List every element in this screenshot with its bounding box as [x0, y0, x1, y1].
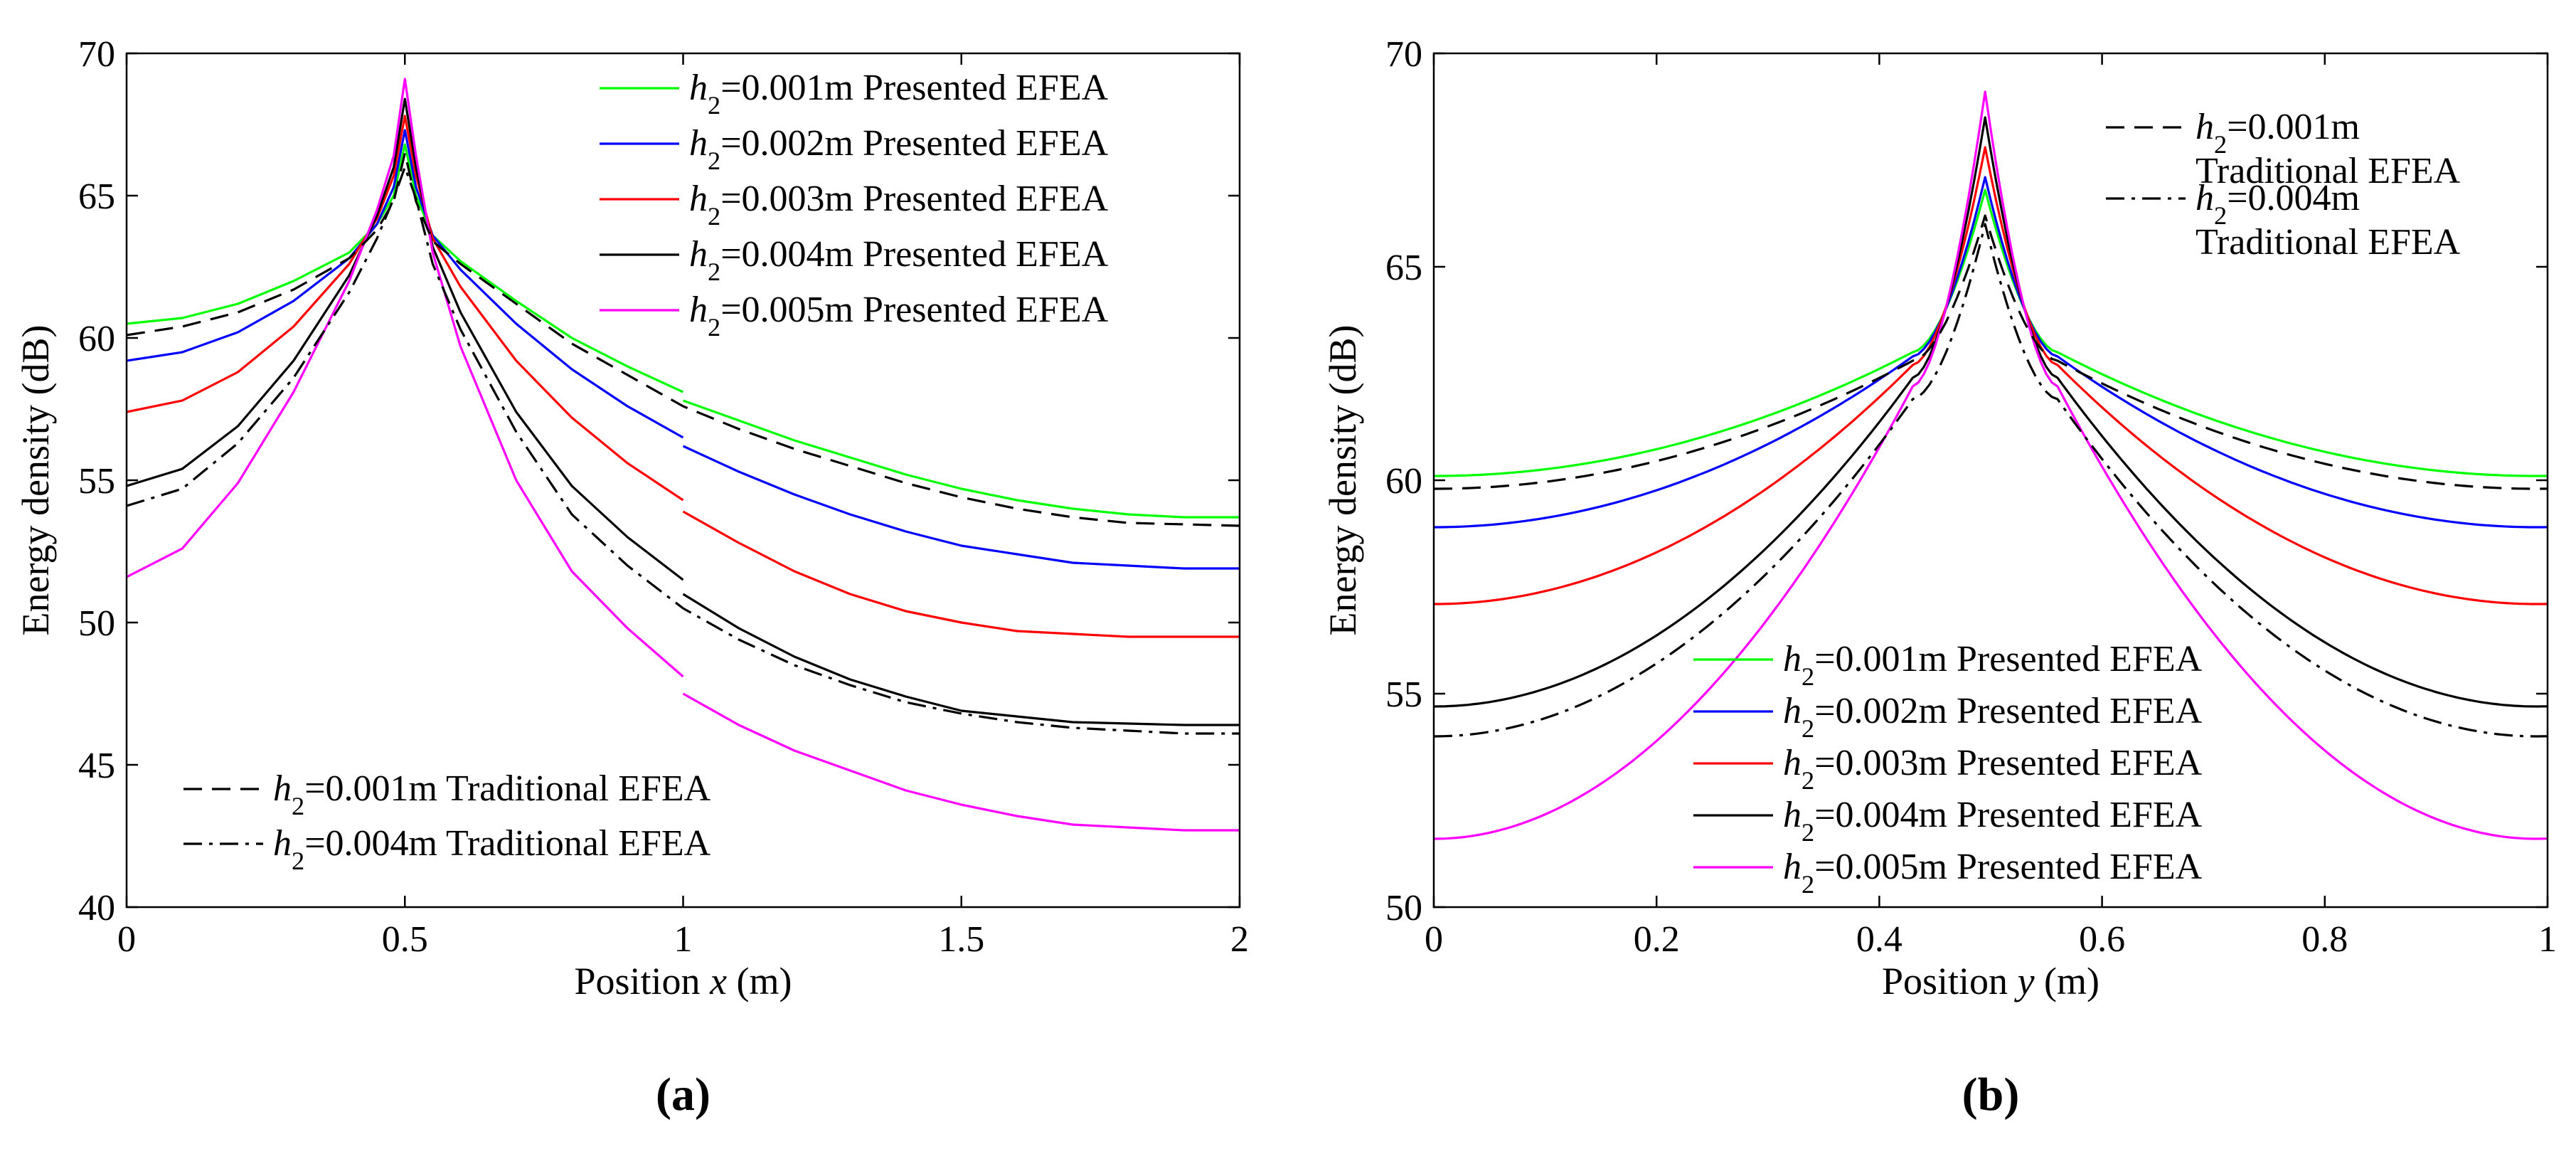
- y-axis-label: Energy density (dB): [14, 325, 57, 636]
- y-tick-label: 60: [78, 319, 115, 359]
- x-axis-label: Position x (m): [575, 960, 792, 1002]
- panel-label: (b): [1962, 1069, 2020, 1121]
- series-line-a-h1-pres-seg0: [127, 143, 684, 393]
- series-line-b-h1-pres: [1434, 189, 2548, 477]
- legend-label-b-h2-pres: h2=0.002m Presented EFEA: [1783, 691, 2203, 743]
- series-line-a-h5-pres-seg1: [682, 692, 1240, 832]
- panel-label: (a): [656, 1069, 710, 1121]
- y-tick-label: 60: [1385, 461, 1422, 502]
- series-line-a-h4-pres-seg1: [682, 593, 1240, 726]
- legend-label-a-h3-pres: h2=0.003m Presented EFEA: [689, 179, 1109, 231]
- legend-label2-b-h1-trad: Traditional EFEA: [2196, 151, 2461, 191]
- x-tick-label: 1: [674, 919, 693, 960]
- y-tick-label: 70: [1385, 34, 1422, 75]
- panel-b: 0 0.2 0.4 0.6 0.8 1 50 55 60 65 70 Position y (m) En…: [1321, 34, 2557, 1121]
- series-group: [127, 78, 1240, 832]
- y-tick-label: 40: [78, 888, 115, 928]
- legend-label2-b-h4-trad: Traditional EFEA: [2196, 222, 2461, 263]
- x-tick-label: 0.8: [2301, 919, 2348, 960]
- series-line-a-h1-pres-seg1: [682, 399, 1240, 519]
- series-line-a-h5-pres-seg0: [127, 78, 684, 678]
- y-tick-label: 50: [1385, 888, 1422, 928]
- series-line-a-h4-pres-seg0: [127, 97, 684, 581]
- y-tick-label: 50: [78, 603, 115, 644]
- x-tick-label: 0.2: [1634, 919, 1680, 960]
- series-line-b-h4-pres: [1434, 116, 2548, 708]
- series-line-b-h4-trad: [1434, 223, 2548, 738]
- legend-label-a-h5-pres: h2=0.005m Presented EFEA: [689, 290, 1109, 342]
- y-axis-label: Energy density (dB): [1321, 325, 1364, 636]
- legend-label-b-h4-pres: h2=0.004m Presented EFEA: [1783, 795, 2203, 847]
- x-axis-label: Position y (m): [1882, 960, 2099, 1002]
- series-line-a-h4-trad: [127, 166, 1240, 735]
- legend-label-a-h4-trad: h2=0.004m Traditional EFEA: [273, 823, 711, 875]
- series-line-a-h2-pres-seg0: [127, 129, 684, 439]
- series-line-a-h3-pres-seg1: [682, 510, 1240, 638]
- legend-label-a-h1-pres: h2=0.001m Presented EFEA: [689, 68, 1109, 120]
- y-tick-label: 55: [78, 461, 115, 502]
- x-tick-label: 0: [1425, 919, 1443, 960]
- panel-a: 0 0.5 1 1.5 2 40 45 50 55 60 65 70 Position x (m) Ene…: [14, 34, 1249, 1121]
- series-line-a-h1-trad: [127, 152, 1240, 527]
- series-line-b-h3-pres: [1434, 146, 2548, 605]
- series-line-a-h3-pres-seg0: [127, 115, 684, 502]
- series-line-b-h2-pres: [1434, 176, 2548, 529]
- x-tick-label: 1: [2538, 919, 2557, 960]
- x-tick-label: 0.5: [382, 919, 428, 960]
- legend-label-a-h1-trad: h2=0.001m Traditional EFEA: [273, 768, 711, 820]
- legend-label-b-h3-pres: h2=0.003m Presented EFEA: [1783, 743, 2203, 795]
- x-tick-label: 0: [117, 919, 136, 960]
- series-line-b-h1-trad: [1434, 214, 2548, 490]
- y-tick-label: 65: [78, 176, 115, 217]
- series-line-b-h5-pres: [1434, 90, 2548, 840]
- legend-label-b-h4-trad: h2=0.004m: [2196, 178, 2360, 230]
- series-group: [1434, 90, 2548, 840]
- legend-label-b-h1-pres: h2=0.001m Presented EFEA: [1783, 639, 2203, 691]
- y-tick-label: 70: [78, 34, 115, 75]
- x-tick-label: 2: [1230, 919, 1249, 960]
- series-line-a-h2-pres-seg1: [682, 445, 1240, 570]
- y-tick-label: 65: [1385, 248, 1422, 288]
- x-tick-label: 0.4: [1856, 919, 1902, 960]
- legend-label-a-h2-pres: h2=0.002m Presented EFEA: [689, 123, 1109, 175]
- x-tick-label: 0.6: [2079, 919, 2125, 960]
- legend-label-a-h4-pres: h2=0.004m Presented EFEA: [689, 234, 1109, 286]
- legend-label-b-h1-trad: h2=0.001m: [2196, 107, 2360, 159]
- y-tick-label: 45: [78, 746, 115, 786]
- legend-label-b-h5-pres: h2=0.005m Presented EFEA: [1783, 847, 2203, 899]
- x-tick-label: 1.5: [938, 919, 984, 960]
- y-tick-label: 55: [1385, 674, 1422, 715]
